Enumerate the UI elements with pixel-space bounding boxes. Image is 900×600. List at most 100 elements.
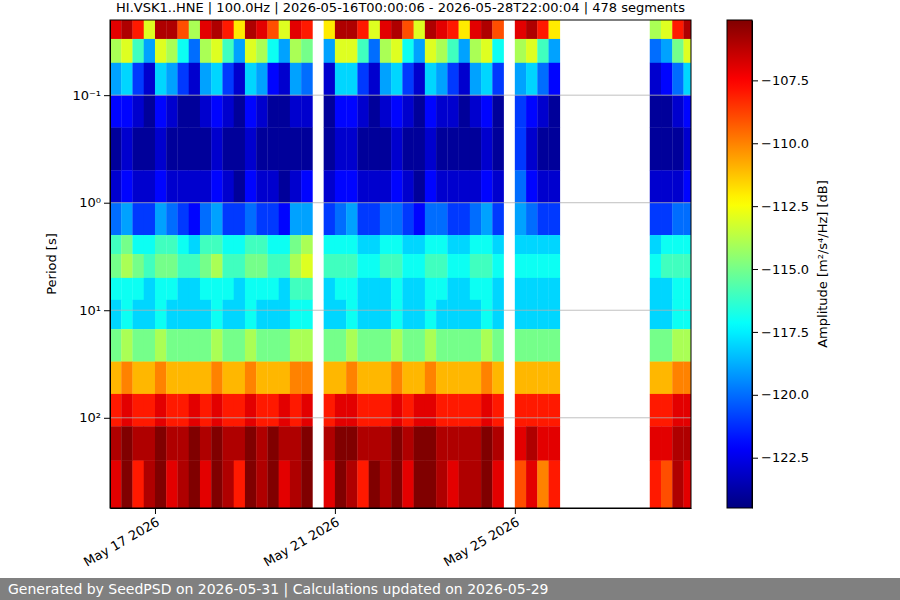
cell <box>369 426 381 461</box>
cell <box>200 426 212 461</box>
cell <box>672 426 684 461</box>
y-axis-line <box>110 21 111 509</box>
cell <box>121 278 133 300</box>
cell <box>335 170 347 203</box>
cell <box>459 362 471 395</box>
cell <box>144 203 156 236</box>
cell <box>684 278 691 300</box>
cell <box>537 95 549 128</box>
colorbar-tick-mark <box>752 395 758 396</box>
cell <box>166 170 178 203</box>
cell <box>144 128 156 171</box>
cell <box>234 20 246 39</box>
cell <box>684 128 691 171</box>
cell <box>447 170 459 203</box>
cell <box>661 170 673 203</box>
cell <box>661 329 673 362</box>
cell <box>335 426 347 461</box>
cell <box>290 300 302 330</box>
cell <box>189 329 201 362</box>
cell <box>346 95 358 128</box>
cell <box>200 278 212 300</box>
cell <box>650 235 662 254</box>
cell <box>166 39 178 63</box>
cell <box>110 329 122 362</box>
cell <box>324 95 336 128</box>
cell <box>549 394 561 427</box>
cell <box>661 300 673 330</box>
cell <box>132 170 144 203</box>
y-tick-mark <box>104 310 110 311</box>
y-tick-label: 10² <box>79 410 101 425</box>
cell <box>672 278 684 300</box>
cell <box>324 39 336 63</box>
cell <box>234 95 246 128</box>
cell <box>357 39 369 63</box>
cell <box>177 170 189 203</box>
cell <box>110 203 122 236</box>
cell <box>121 394 133 427</box>
cell <box>537 235 549 254</box>
cell <box>672 95 684 128</box>
cell <box>301 95 313 128</box>
cell <box>549 235 561 254</box>
cell <box>672 20 684 39</box>
cell <box>414 329 426 362</box>
grid-line <box>110 417 691 418</box>
cell <box>267 426 279 461</box>
cell <box>492 461 504 508</box>
cell <box>245 63 257 96</box>
cell <box>346 329 358 362</box>
cell <box>177 300 189 330</box>
cell <box>672 128 684 171</box>
cell <box>661 20 673 39</box>
cell <box>380 95 392 128</box>
cell <box>301 426 313 461</box>
cell <box>166 329 178 362</box>
chart: May 17 2026May 21 2026May 25 202610⁻¹10⁰… <box>0 0 900 600</box>
cell <box>267 461 279 508</box>
cell <box>380 63 392 96</box>
cell <box>684 329 691 362</box>
cell <box>144 461 156 508</box>
cell <box>549 461 561 508</box>
cell <box>290 461 302 508</box>
cell <box>492 362 504 395</box>
cell <box>537 20 549 39</box>
cell <box>222 300 234 330</box>
cell <box>661 426 673 461</box>
cell <box>301 128 313 171</box>
cell <box>515 362 527 395</box>
cell <box>650 426 662 461</box>
cell <box>414 63 426 96</box>
cell <box>459 461 471 508</box>
plot-frame <box>110 20 691 508</box>
cell <box>256 170 268 203</box>
cell <box>492 235 504 254</box>
cell <box>414 254 426 278</box>
cell <box>661 203 673 236</box>
cell <box>380 461 392 508</box>
cell <box>650 394 662 427</box>
cell <box>335 300 347 330</box>
cell <box>211 95 223 128</box>
cell <box>155 426 167 461</box>
cell <box>290 203 302 236</box>
cell <box>144 362 156 395</box>
cell <box>447 426 459 461</box>
cell <box>459 394 471 427</box>
cell <box>537 426 549 461</box>
cell <box>279 128 291 171</box>
cell <box>279 394 291 427</box>
cell <box>425 63 437 96</box>
cell <box>279 254 291 278</box>
cell <box>324 63 336 96</box>
cell <box>391 63 403 96</box>
cell <box>672 254 684 278</box>
cell <box>684 170 691 203</box>
cell <box>470 39 482 63</box>
cell <box>391 128 403 171</box>
cell <box>425 203 437 236</box>
cell <box>357 362 369 395</box>
cell <box>279 426 291 461</box>
